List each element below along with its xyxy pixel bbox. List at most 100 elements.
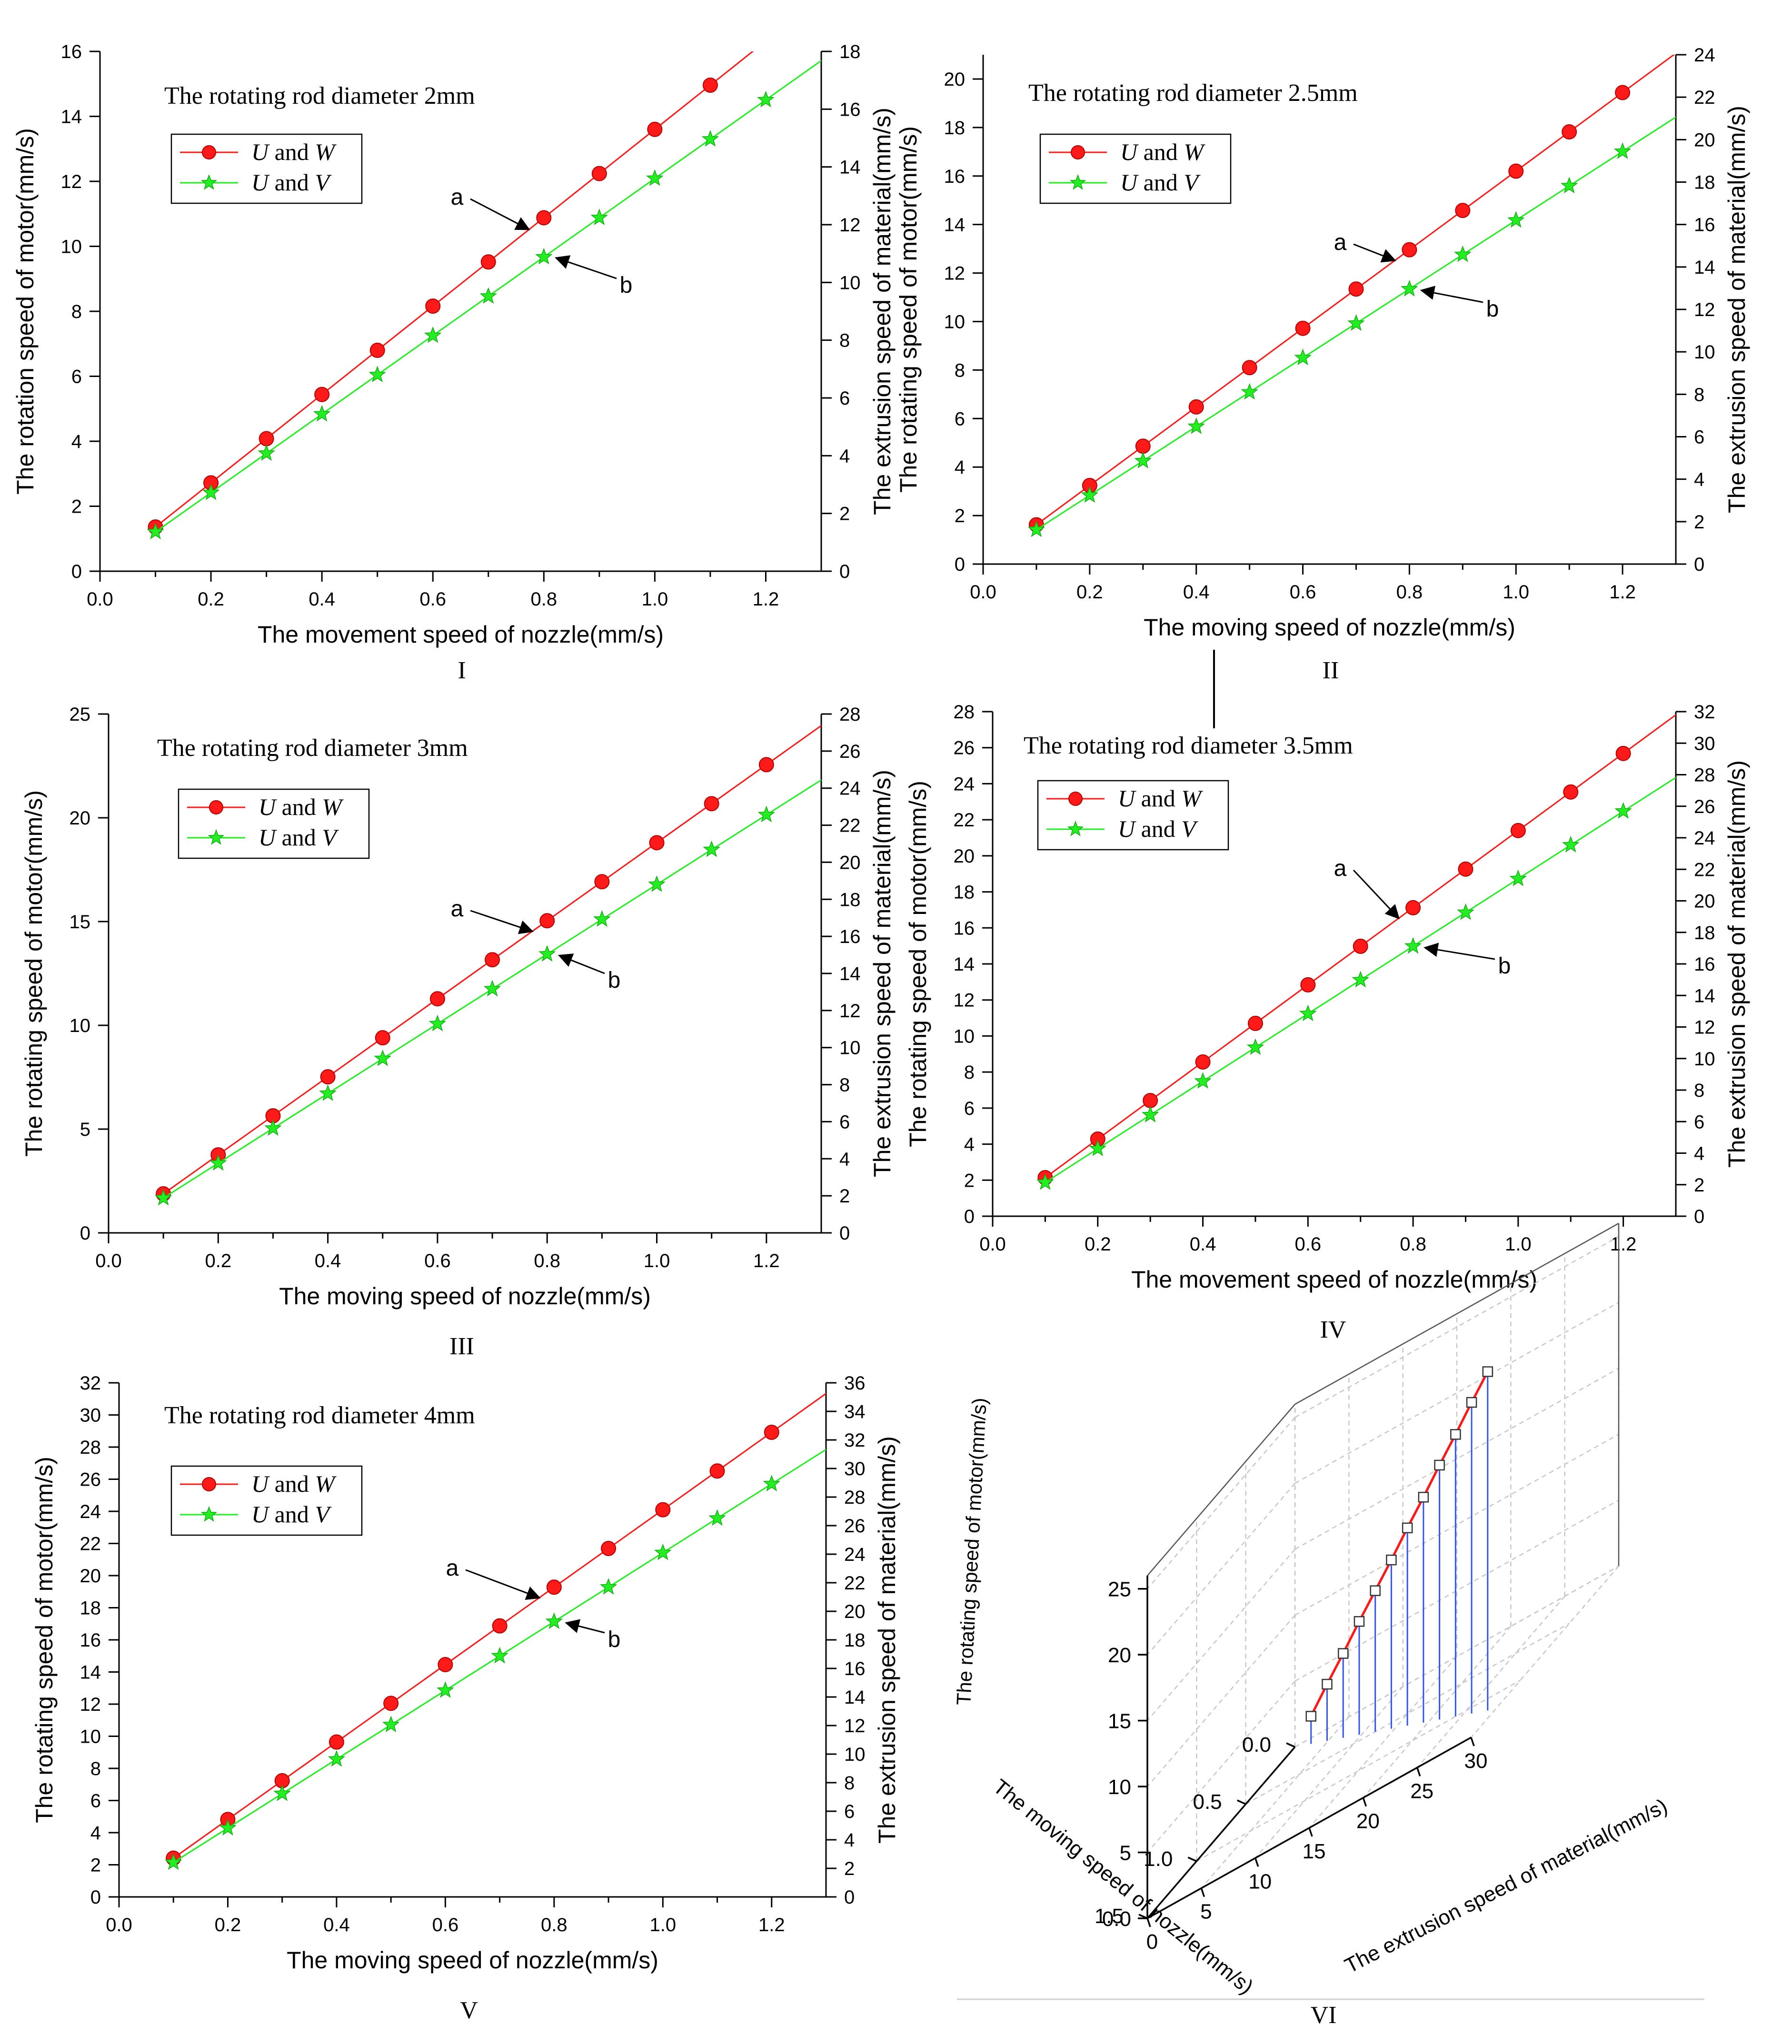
legend-marker-star: [200, 1506, 218, 1522]
legend-conj: and: [282, 794, 316, 820]
y-left-axis-label: The rotation speed of motor(mm/s): [12, 128, 39, 495]
annotation-a-arrow: [1353, 243, 1396, 263]
y-right-tick-label: 24: [1694, 828, 1715, 849]
y-right-tick-label: 10: [1694, 1049, 1715, 1070]
data-point-u-and-w: [1247, 1015, 1263, 1031]
y-right-tick-label: 26: [844, 1516, 866, 1537]
data-point-u-and-v: [757, 90, 775, 108]
data-point-u-and-v: [1027, 520, 1045, 537]
annotation-b-arrow: [1424, 943, 1495, 960]
annotation-b: b: [620, 273, 633, 298]
x-axis-label: The moving speed of nozzle(mm/s): [287, 1947, 658, 1974]
y-right-tick-label: 6: [1694, 1111, 1704, 1132]
data-point-u-and-w: [429, 991, 445, 1007]
x-tick-label: 0.6: [424, 1250, 451, 1271]
legend-marker-circle: [1071, 145, 1085, 159]
x-tick: [1138, 1914, 1148, 1919]
x-tick-label: 0.5: [1193, 1790, 1222, 1814]
legend-conj: and: [1141, 785, 1175, 812]
x-tick: [1236, 1799, 1246, 1805]
legend: U and WU and V: [170, 1465, 363, 1536]
y-left-tick-label: 32: [80, 1373, 101, 1394]
panel-title: The rotating rod diameter 4mm: [164, 1402, 475, 1429]
y-right-tick-label: 14: [1694, 257, 1715, 278]
y-right-tick-label: 6: [839, 388, 850, 409]
grid-floor-y: [1254, 1686, 1404, 1859]
y-right-tick-label: 2: [839, 504, 850, 525]
x-axis-line: [1146, 1746, 1296, 1919]
y-left-tick-label: 24: [954, 774, 975, 794]
data-point-u-and-v: [1134, 452, 1152, 468]
data-point-3d: [1354, 1616, 1365, 1627]
y-right-tick-label: 20: [844, 1601, 866, 1622]
data-point-u-and-v: [1457, 903, 1474, 920]
y-right-tick-label: 2: [844, 1858, 855, 1879]
data-point-u-and-w: [655, 1502, 671, 1518]
legend-var1: U: [1118, 785, 1136, 812]
legend: U and WU and V: [178, 788, 370, 859]
data-point-u-and-v: [1613, 142, 1632, 159]
x-tick-label: 0.2: [1076, 582, 1103, 603]
y-left-tick-label: 12: [80, 1694, 101, 1715]
data-point-u-and-v: [708, 1509, 726, 1526]
data-point-u-and-v: [147, 523, 164, 539]
data-point-u-and-v: [1194, 1072, 1212, 1089]
legend-var2: W: [315, 139, 337, 165]
x-tick-label: 0.6: [1290, 582, 1316, 603]
x-tick-label: 0.8: [534, 1250, 560, 1271]
annotation-a-arrow: [470, 910, 534, 934]
grid-left-z: [1147, 1680, 1295, 1853]
data-point-u-and-w: [1188, 399, 1204, 415]
y-right-tick-label: 24: [844, 1544, 866, 1565]
legend-marker-circle: [1068, 792, 1083, 806]
annotation-b: b: [1486, 297, 1499, 322]
grid-floor-y: [1471, 1566, 1619, 1738]
data-point-u-and-w: [594, 874, 610, 890]
legend-var1: U: [259, 824, 277, 851]
box-edge: [1147, 1404, 1295, 1576]
legend-space-2: [1178, 139, 1184, 165]
x-tick-label: 1.0: [644, 1250, 670, 1271]
y-right-tick-label: 8: [844, 1773, 855, 1794]
y-right-tick-label: 18: [1694, 923, 1715, 943]
legend-label: U and V: [251, 169, 332, 196]
y-tick-label: 25: [1410, 1779, 1434, 1803]
data-point-u-and-v: [1187, 417, 1205, 434]
y-right-tick-label: 8: [1694, 384, 1704, 405]
data-point-u-and-v: [763, 1475, 780, 1491]
y-left-tick-label: 16: [61, 41, 82, 62]
y-right-tick-label: 28: [839, 704, 861, 725]
y-right-tick-label: 16: [1694, 954, 1715, 975]
y-right-axis-label: The extrusion speed of material(mm/s): [874, 1436, 900, 1844]
x-tick-label: 1.0: [642, 589, 668, 610]
y-left-axis-label: The rotating speed of motor(mm/s): [895, 126, 922, 493]
annotation-a: a: [1334, 856, 1347, 881]
legend-var2: V: [1181, 815, 1198, 842]
data-point-u-and-v: [1560, 177, 1578, 194]
y-right-tick-label: 16: [839, 99, 861, 120]
data-point-u-and-w: [601, 1540, 617, 1556]
y-left-tick-label: 16: [954, 918, 975, 939]
y-right-tick-label: 12: [1694, 299, 1715, 320]
data-point-u-and-v: [648, 875, 666, 892]
data-point-u-and-w: [764, 1424, 779, 1440]
data-point-u-and-v: [319, 1084, 337, 1101]
legend-label: U and V: [251, 1501, 332, 1528]
data-point-u-and-w: [492, 1618, 508, 1634]
x-tick-label: 0.0: [106, 1915, 132, 1935]
y-right-tick-label: 24: [839, 778, 861, 799]
x-tick-label: 0.0: [1242, 1733, 1271, 1756]
legend: U and WU and V: [1037, 780, 1229, 851]
data-point-u-and-v: [491, 1647, 508, 1664]
y-right-tick-label: 4: [844, 1830, 855, 1851]
x-tick-label: 0.8: [1396, 582, 1423, 603]
y-right-tick-label: 8: [1694, 1080, 1704, 1101]
data-point-u-and-w: [320, 1069, 336, 1085]
legend-space-2: [1178, 169, 1184, 196]
data-point-3d: [1337, 1648, 1349, 1659]
y-left-tick-label: 6: [964, 1098, 975, 1119]
y-left-tick-label: 20: [70, 808, 91, 829]
y-left-tick-label: 12: [944, 263, 966, 284]
data-point-u-and-v: [154, 1189, 172, 1206]
